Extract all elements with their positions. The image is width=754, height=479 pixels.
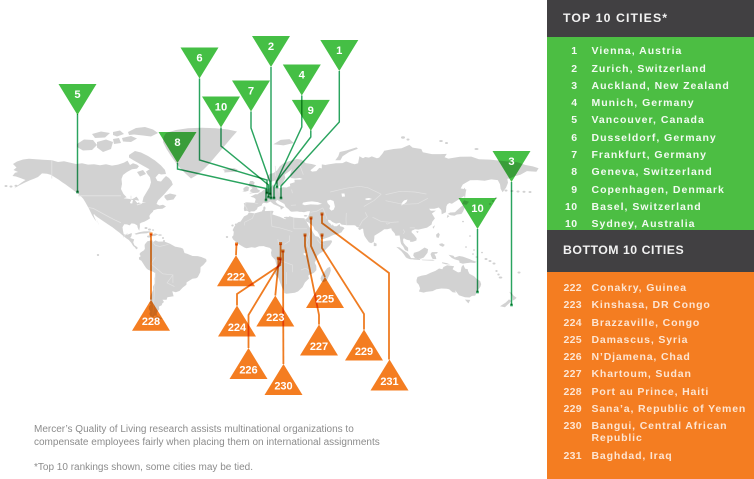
svg-text:3: 3 bbox=[508, 156, 514, 168]
svg-text:224: 224 bbox=[228, 322, 247, 334]
svg-text:4: 4 bbox=[299, 70, 306, 82]
svg-text:2: 2 bbox=[268, 41, 274, 53]
svg-text:10: 10 bbox=[215, 102, 227, 114]
svg-text:228: 228 bbox=[142, 316, 160, 328]
svg-text:9: 9 bbox=[308, 105, 314, 117]
svg-text:231: 231 bbox=[380, 376, 398, 388]
svg-text:230: 230 bbox=[274, 381, 292, 393]
svg-text:222: 222 bbox=[227, 272, 245, 284]
svg-text:10: 10 bbox=[471, 203, 483, 215]
svg-text:223: 223 bbox=[266, 312, 284, 324]
svg-text:1: 1 bbox=[336, 45, 342, 57]
svg-text:227: 227 bbox=[310, 341, 328, 353]
svg-text:229: 229 bbox=[355, 346, 373, 358]
svg-text:225: 225 bbox=[316, 294, 334, 306]
svg-text:5: 5 bbox=[74, 89, 80, 101]
svg-text:226: 226 bbox=[239, 365, 257, 377]
svg-text:8: 8 bbox=[174, 137, 180, 149]
svg-text:6: 6 bbox=[196, 53, 202, 65]
svg-text:7: 7 bbox=[248, 86, 254, 98]
